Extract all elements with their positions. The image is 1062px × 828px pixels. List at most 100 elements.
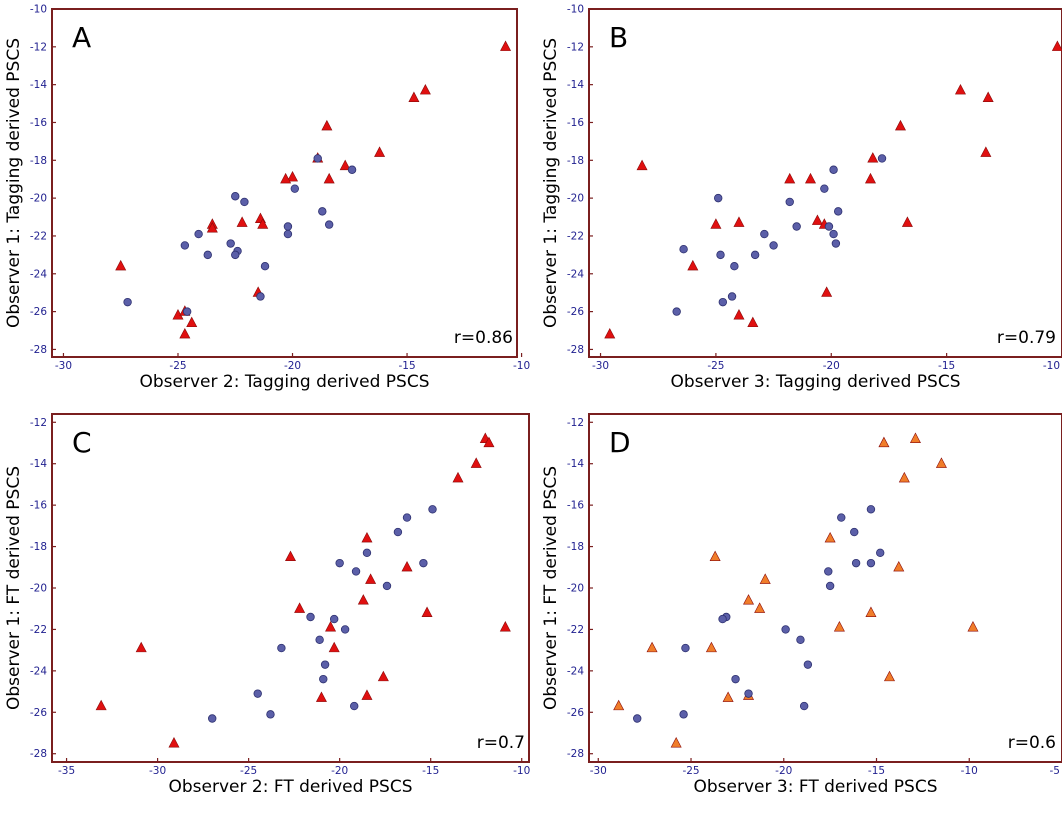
data-point-triangle: [186, 316, 198, 328]
y-tick-label: -10: [30, 4, 47, 16]
correlation-annotation: r=0.86: [454, 328, 513, 348]
data-point-triangle: [325, 621, 337, 632]
data-point-circle: [335, 558, 344, 568]
y-tick-label: -18: [567, 541, 584, 553]
y-axis-label: Observer 1: FT derived PSCS: [541, 466, 561, 710]
data-point-circle: [731, 674, 740, 684]
data-point-triangle: [257, 218, 269, 229]
data-point-triangle: [1051, 40, 1062, 51]
x-axis-label: Observer 2: FT derived PSCS: [169, 777, 413, 797]
data-point-circle: [283, 222, 293, 231]
x-tick-label: -30: [149, 765, 166, 777]
data-point-circle: [679, 244, 688, 254]
data-point-circle: [340, 625, 350, 634]
data-point-triangle: [646, 641, 658, 653]
data-point-circle: [283, 229, 293, 239]
y-tick-label: -20: [567, 583, 584, 595]
data-point-triangle: [784, 172, 796, 184]
x-tick-label: -30: [55, 360, 72, 372]
y-tick-label: -24: [30, 268, 47, 280]
data-point-circle: [833, 207, 843, 216]
data-point-circle: [727, 292, 737, 301]
data-point-circle: [679, 710, 688, 719]
data-point-triangle: [315, 691, 327, 702]
data-point-triangle: [980, 146, 992, 157]
data-point-circle: [266, 710, 275, 719]
y-tick-label: -28: [30, 748, 47, 760]
data-point-triangle: [967, 621, 979, 632]
y-tick-label: -14: [567, 79, 584, 91]
data-point-circle: [672, 307, 681, 316]
data-point-circle: [350, 701, 359, 711]
y-tick-label: -14: [30, 458, 47, 470]
data-point-triangle: [328, 641, 340, 653]
y-tick-label: -16: [30, 117, 47, 129]
y-tick-label: -14: [30, 79, 47, 91]
data-point-circle: [240, 197, 249, 207]
data-point-triangle: [954, 83, 966, 95]
panel-label: C: [72, 426, 92, 459]
x-tick-label: -5: [1050, 765, 1060, 777]
x-axis-label: Observer 3: Tagging derived PSCS: [671, 372, 961, 392]
data-point-triangle: [867, 152, 879, 163]
data-point-triangle: [864, 172, 876, 184]
data-point-triangle: [287, 170, 299, 182]
panel-b: -10 -12 -14 -16 -18 -20 -22 -24 -26 -28 -30 -25 -20 -…: [541, 4, 1062, 392]
data-point-triangle: [754, 602, 766, 613]
data-point-triangle: [470, 457, 482, 468]
y-tick-label: -12: [567, 417, 584, 429]
x-tick-label: -20: [331, 765, 348, 777]
data-point-triangle: [408, 91, 420, 102]
data-point-triangle: [179, 327, 191, 339]
x-tick-label: -10: [513, 360, 530, 372]
data-point-circle: [393, 527, 403, 537]
data-point-circle: [829, 165, 838, 174]
panel-a: -10 -12 -14 -16 -18 -20 -22 -24 -26 -28 -30 -25 -20 -…: [4, 4, 530, 393]
data-point-circle: [208, 714, 217, 723]
data-point-triangle: [883, 670, 895, 682]
data-point-triangle: [357, 594, 369, 605]
data-point-triangle: [878, 436, 890, 448]
data-point-circle: [837, 513, 846, 522]
data-point-circle: [831, 239, 841, 248]
y-tick-label: -18: [30, 541, 47, 553]
x-tick-label: -10: [1043, 360, 1060, 372]
data-point-circle: [785, 197, 794, 207]
x-tick-label: -10: [961, 765, 978, 777]
panel-label: B: [609, 21, 628, 54]
x-tick-label: -25: [240, 765, 257, 777]
correlation-annotation: r=0.79: [997, 328, 1056, 348]
plot-frame: [588, 8, 1062, 358]
y-tick-label: -28: [30, 344, 47, 356]
y-axis-label: Observer 1: Tagging derived PSCS: [4, 38, 24, 328]
data-point-circle: [803, 660, 813, 669]
data-point-circle: [829, 229, 838, 239]
data-point-circle: [820, 184, 829, 193]
data-point-triangle: [805, 172, 816, 184]
x-axis-label: Observer 2: Tagging derived PSCS: [140, 372, 430, 392]
data-point-triangle: [500, 40, 512, 51]
x-tick-label: -15: [422, 765, 439, 777]
data-point-triangle: [687, 259, 699, 271]
x-tick-label: -25: [682, 765, 699, 777]
data-point-triangle: [733, 309, 745, 320]
data-point-circle: [315, 635, 324, 644]
x-tick-label: -20: [775, 765, 792, 777]
y-tick-label: -16: [567, 500, 584, 512]
data-point-circle: [231, 250, 240, 260]
data-point-triangle: [705, 641, 717, 653]
data-point-triangle: [323, 172, 335, 184]
data-point-triangle: [361, 689, 373, 700]
data-point-circle: [716, 250, 725, 260]
y-tick-label: -24: [567, 665, 584, 677]
y-tick-label: -12: [567, 41, 584, 53]
x-tick-label: -25: [707, 360, 724, 372]
data-point-triangle: [982, 91, 994, 102]
x-tick-label: -15: [398, 360, 415, 372]
correlation-annotation: r=0.6: [1008, 733, 1056, 753]
data-point-triangle: [135, 641, 147, 653]
data-point-triangle: [365, 573, 377, 584]
data-point-circle: [877, 154, 887, 163]
data-point-circle: [319, 674, 328, 684]
data-point-triangle: [759, 573, 771, 584]
